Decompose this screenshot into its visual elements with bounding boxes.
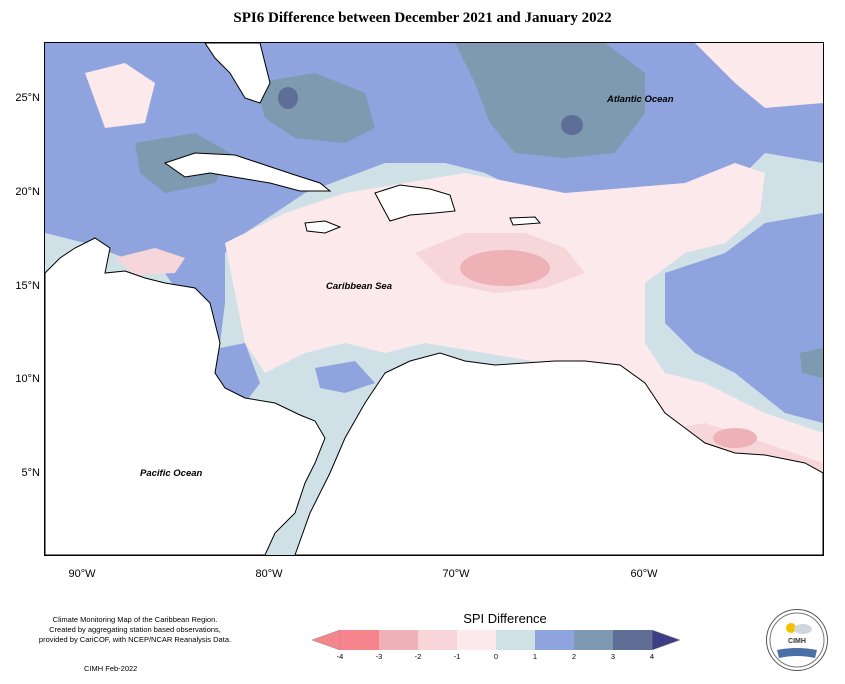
lon-label-70w: 70°W [442, 568, 470, 580]
cuba-outline [163, 152, 332, 192]
legend-bin [340, 630, 379, 650]
lat-label-20n: 20°N [15, 186, 40, 198]
florida-outline [204, 43, 271, 104]
legend-bin [535, 630, 574, 650]
lat-label-5n: 5°N [21, 467, 40, 479]
spi-map [45, 43, 823, 555]
atlantic-ocean-label: Atlantic Ocean [607, 94, 674, 105]
bin-neg3-zone-caribbean [460, 250, 550, 286]
legend-bin [613, 630, 652, 650]
jamaica-outline [304, 220, 342, 234]
legend-tick-label: -3 [375, 652, 383, 661]
lon-label-80w: 80°W [255, 568, 283, 580]
bin-1-zone-center [315, 361, 375, 393]
south-america-land [294, 352, 823, 555]
legend-tick-label: 4 [649, 652, 655, 661]
legend-high-arrow [651, 629, 681, 651]
lat-label-25n: 25°N [15, 92, 40, 104]
bin-neg1-zone-atlantic-ne [695, 43, 823, 108]
legend-low-arrow [312, 629, 341, 651]
land-outlines [45, 43, 823, 555]
legend-tick-label: 0 [493, 652, 499, 661]
legend-bin [379, 630, 418, 650]
bin-2-zone-east [800, 348, 823, 378]
caribbean-sea-label: Caribbean Sea [326, 281, 392, 292]
lon-label-60w: 60°W [630, 568, 658, 580]
puerto-rico-outline [509, 216, 542, 226]
bin-neg1-zone-atlantic-w [85, 63, 155, 128]
cimh-logo: CIMH [766, 609, 828, 671]
cimh-logo-icon [769, 612, 825, 668]
info-line-3: provided by CariCOF, with NCEP/NCAR Rean… [38, 635, 232, 644]
bin-1-zone-east [665, 213, 823, 423]
lat-label-10n: 10°N [15, 373, 40, 385]
legend-bin [574, 630, 613, 650]
legend-bin [496, 630, 535, 650]
legend-tick-label: 2 [571, 652, 577, 661]
info-text: Climate Monitoring Map of the Caribbean … [20, 615, 250, 645]
map-title: SPI6 Difference between December 2021 an… [233, 10, 612, 26]
legend-bin [457, 630, 496, 650]
legend-bin [418, 630, 457, 650]
cimh-logo-label: CIMH [788, 638, 806, 645]
legend-title: SPI Difference [463, 611, 547, 626]
legend-colorbar [312, 629, 681, 651]
credit-text: CIMH Feb-2022 [84, 664, 138, 673]
pacific-ocean-label: Pacific Ocean [140, 468, 203, 479]
info-line-1: Climate Monitoring Map of the Caribbean … [52, 615, 218, 624]
bin-3-zone-bahamas [278, 87, 298, 109]
hispaniola-outline [374, 184, 456, 222]
info-line-2: Created by aggregating station based obs… [49, 625, 221, 634]
bin-neg3-zone-guyana [713, 428, 757, 448]
bin-neg2-zone-honduras [115, 248, 185, 275]
legend-tick-label: 1 [532, 652, 538, 661]
legend-tick-label: -1 [453, 652, 461, 661]
lat-label-15n: 15°N [15, 280, 40, 292]
legend-tick-label: 3 [610, 652, 616, 661]
lon-label-90w: 90°W [68, 568, 96, 580]
bin-2-zone-atlantic [455, 43, 645, 158]
legend-tick-label: -2 [414, 652, 422, 661]
legend-tick-label: -4 [336, 652, 344, 661]
map-panel [44, 42, 824, 556]
legend-bins [340, 630, 652, 650]
bin-3-zone-atlantic [561, 115, 583, 135]
central-america-land [45, 237, 326, 555]
